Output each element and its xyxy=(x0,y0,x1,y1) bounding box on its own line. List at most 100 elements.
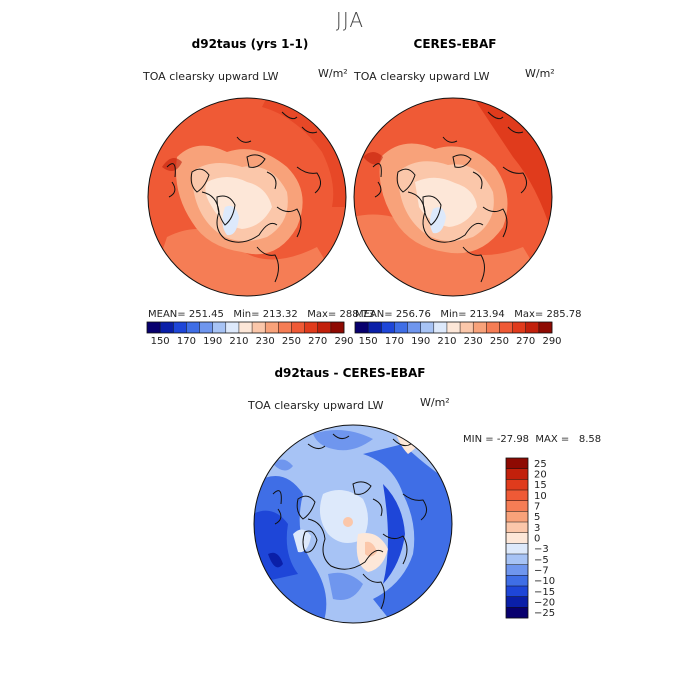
diff-variable: TOA clearsky upward LW xyxy=(248,399,384,412)
colorbar-swatch xyxy=(407,322,421,333)
colorbar-level-label: 15 xyxy=(534,480,547,491)
colorbar-tick-label: 150 xyxy=(359,336,378,347)
colorbar-swatch xyxy=(433,322,448,333)
colorbar-swatch xyxy=(420,322,435,333)
colorbar-swatch xyxy=(460,322,474,333)
colorbar-level-label: 25 xyxy=(534,459,547,470)
stats-model: MEAN= 251.45 Min= 213.32 Max= 288.73 xyxy=(148,309,375,320)
colorbar-swatch xyxy=(506,468,528,480)
colorbar-tick-label: 250 xyxy=(282,336,301,347)
colorbar-swatch xyxy=(506,586,528,597)
colorbar-swatch xyxy=(512,322,527,333)
colorbar-swatch xyxy=(506,458,528,469)
season-title: JJA xyxy=(335,8,365,32)
colorbar-tick-label: 210 xyxy=(437,336,456,347)
colorbar-swatch xyxy=(147,322,161,333)
colorbar-level-label: −15 xyxy=(534,587,555,598)
colorbar-swatch xyxy=(173,322,187,333)
colorbar-tick-label: 230 xyxy=(256,336,275,347)
colorbar-tick-label: 210 xyxy=(229,336,248,347)
panel-variable-model: TOA clearsky upward LW xyxy=(143,70,279,83)
colorbar-swatch xyxy=(394,322,408,333)
colorbar-swatch xyxy=(199,322,213,333)
colorbar-swatch xyxy=(506,564,528,576)
colorbar-swatch xyxy=(506,554,528,565)
polar-map-obs xyxy=(353,97,553,297)
colorbar-swatch xyxy=(252,322,266,333)
panel-title-obs: CERES-EBAF xyxy=(413,37,497,51)
colorbar-swatch xyxy=(506,532,528,544)
panel-units-model: W/m² xyxy=(318,67,348,80)
colorbar-tick-label: 230 xyxy=(464,336,483,347)
colorbar-tick-label: 150 xyxy=(151,336,170,347)
colorbar-swatch xyxy=(355,322,369,333)
colorbar-swatch xyxy=(506,543,528,555)
colorbar-swatch xyxy=(506,596,528,608)
max-value: 285.78 xyxy=(546,309,582,320)
panel-title-model: d92taus (yrs 1-1) xyxy=(191,37,309,51)
colorbar-swatch xyxy=(212,322,227,333)
colorbar-swatch xyxy=(473,322,487,333)
diff-units: W/m² xyxy=(420,396,450,409)
colorbar-tick-label: 290 xyxy=(334,336,353,347)
colorbar-swatch xyxy=(506,522,528,533)
colorbar-swatch xyxy=(304,322,319,333)
polar-map-model xyxy=(147,97,347,297)
colorbar-tick-label: 170 xyxy=(385,336,404,347)
colorbar-swatch xyxy=(499,322,513,333)
colorbar-swatch xyxy=(506,479,528,491)
min-value: 213.32 xyxy=(262,309,298,320)
colorbar-tick-label: 270 xyxy=(516,336,535,347)
panel-units-obs: W/m² xyxy=(525,67,555,80)
colorbar-level-label: −25 xyxy=(534,608,555,619)
colorbar-tick-label: 170 xyxy=(177,336,196,347)
diff-max-value: 8.58 xyxy=(578,434,602,445)
colorbar-swatch xyxy=(446,322,461,333)
mean-value: 256.76 xyxy=(395,309,431,320)
colorbar-level-label: −20 xyxy=(534,598,555,609)
colorbar-level-label: −7 xyxy=(534,566,549,577)
colorbar-swatch xyxy=(506,575,528,587)
colorbar-level-label: 3 xyxy=(534,523,540,534)
colorbar-tick-label: 290 xyxy=(542,336,561,347)
colorbar-swatch xyxy=(278,322,292,333)
stats-obs: MEAN= 256.76 Min= 213.94 Max= 285.78 xyxy=(355,309,582,320)
colorbar-swatch xyxy=(506,500,528,512)
mean-value: 251.45 xyxy=(188,309,224,320)
colorbar-tick-label: 190 xyxy=(203,336,222,347)
colorbar-swatch xyxy=(265,322,279,333)
max-value: 288.73 xyxy=(339,309,375,320)
colorbar-swatch xyxy=(506,607,528,619)
colorbar-level-label: −5 xyxy=(534,555,549,566)
colorbar-obs: 150 170 190 210 230 250 270 290 xyxy=(354,321,562,347)
diff-stats: MIN = -27.98 MAX = 8.58 xyxy=(463,434,602,445)
colorbar-swatch xyxy=(506,511,528,523)
colorbar-swatch xyxy=(160,322,174,333)
colorbar-swatch xyxy=(238,322,253,333)
polar-map-difference xyxy=(253,424,453,624)
colorbar-swatch xyxy=(368,322,382,333)
colorbar-level-label: 0 xyxy=(534,534,540,545)
colorbar-level-label: 5 xyxy=(534,512,540,523)
colorbar-tick-label: 250 xyxy=(490,336,509,347)
colorbar-swatch xyxy=(381,322,395,333)
colorbar-swatch xyxy=(225,322,240,333)
colorbar-level-label: −10 xyxy=(534,576,555,587)
colorbar-level-label: 20 xyxy=(534,470,547,481)
panel-variable-obs: TOA clearsky upward LW xyxy=(354,70,490,83)
colorbar-swatch xyxy=(538,322,553,333)
colorbar-swatch xyxy=(317,322,332,333)
colorbar-swatch xyxy=(486,322,500,333)
colorbar-model: 150 170 190 210 230 250 270 290 xyxy=(146,321,354,347)
colorbar-swatch xyxy=(291,322,305,333)
colorbar-swatch xyxy=(506,490,528,501)
colorbar-tick-label: 190 xyxy=(411,336,430,347)
min-value: 213.94 xyxy=(469,309,505,320)
diff-min-value: -27.98 xyxy=(496,434,530,445)
colorbar-swatch xyxy=(525,322,540,333)
colorbar-swatch xyxy=(330,322,345,333)
colorbar-swatch xyxy=(186,322,200,333)
colorbar-level-label: 7 xyxy=(534,502,540,513)
colorbar-level-label: 10 xyxy=(534,491,547,502)
